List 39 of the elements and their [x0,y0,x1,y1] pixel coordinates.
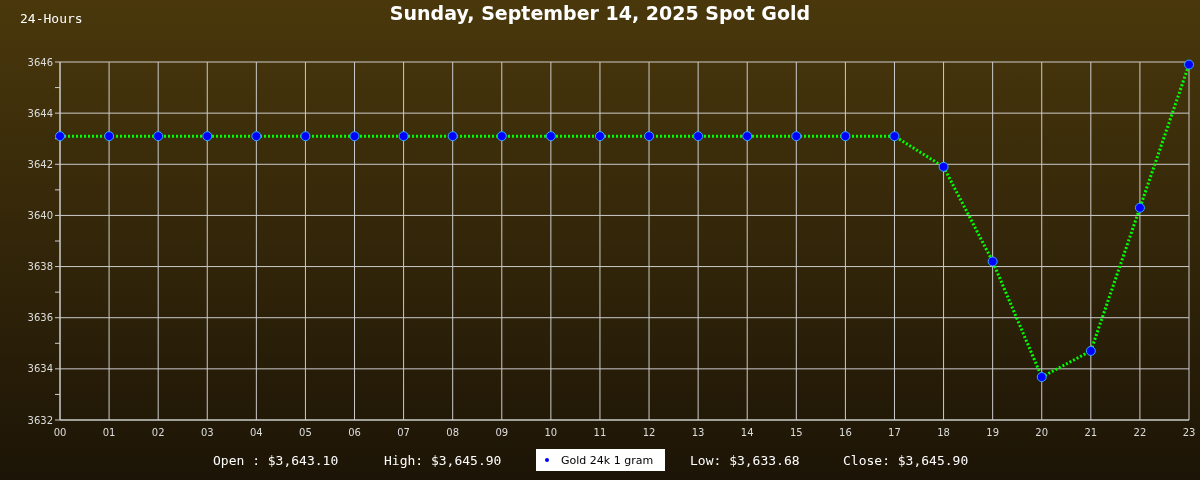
x-tick-label: 17 [888,427,901,438]
y-tick-label: 3638 [27,261,53,273]
x-tick-label: 13 [691,427,705,438]
x-tick-label: 21 [1084,427,1098,438]
x-tick-label: 05 [299,427,312,438]
x-tick-label: 18 [937,427,950,438]
text: Open : $3,643.10 [213,453,339,468]
x-tick-label: 12 [642,427,656,438]
y-tick-label: 3640 [27,209,53,221]
y-tick-label: 3644 [27,107,53,119]
y-tick-label: 3634 [27,363,53,375]
y-tick-label: 3636 [27,312,53,324]
x-tick-label: 20 [1035,427,1049,438]
x-tick-label: 03 [200,427,214,438]
x-tick-label: 02 [151,427,165,438]
x-tick-label: 23 [1182,427,1196,438]
x-tick-label: 04 [249,427,263,438]
x-tick-label: 06 [348,427,361,438]
x-tick-label: 14 [740,427,754,438]
x-tick-label: 07 [397,427,410,438]
x-tick-label: 10 [544,427,558,438]
text: Close: $3,645.90 [843,453,969,468]
y-tick-label: 3632 [27,414,53,426]
x-tick-label: 16 [839,427,852,438]
y-tick-label: 3642 [27,158,53,170]
text: Gold 24k 1 gram [561,454,654,467]
text: High: $3,645.90 [384,453,502,468]
x-tick-label: 15 [789,427,803,438]
x-tick-label: 00 [53,427,67,438]
chart-subtitle: 24-Hours [20,11,83,26]
x-tick-label: 19 [986,427,1000,438]
y-tick-label: 3646 [27,56,53,68]
x-tick-label: 01 [102,427,116,438]
chart-title: Sunday, September 14, 2025 Spot Gold [389,2,811,24]
x-tick-label: 22 [1133,427,1147,438]
x-tick-label: 09 [495,427,509,438]
x-tick-label: 11 [593,427,607,438]
x-tick-label: 08 [446,427,460,438]
text: Low: $3,633.68 [690,453,800,468]
